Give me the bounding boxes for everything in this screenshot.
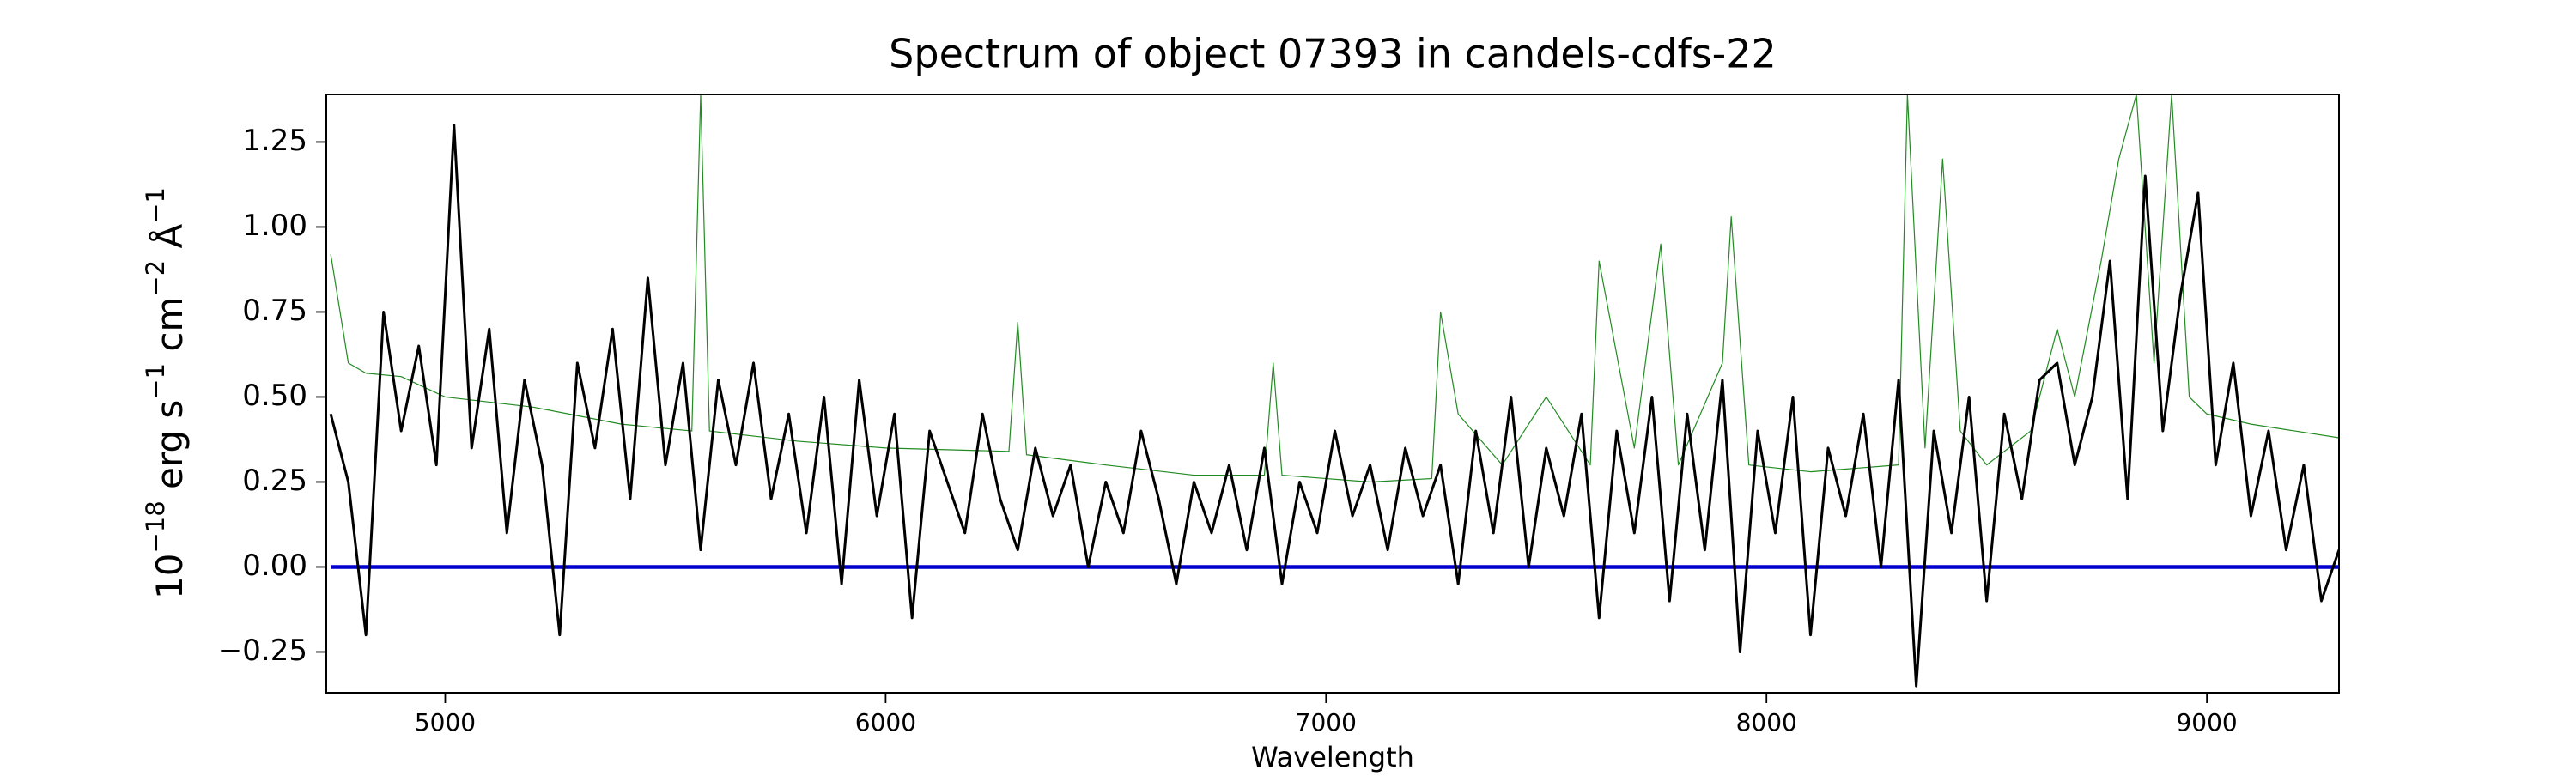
- y-tick-label: −0.25: [218, 634, 307, 668]
- x-tick-label: 7000: [1296, 708, 1357, 737]
- plot-area: [329, 94, 2339, 688]
- x-tick-label: 5000: [415, 708, 476, 737]
- y-tick-label: 1.25: [242, 124, 307, 158]
- x-tick-label: 6000: [855, 708, 916, 737]
- chart-title: Spectrum of object 07393 in candels-cdfs…: [889, 31, 1777, 77]
- y-tick-label: 0.75: [242, 294, 307, 328]
- y-tick-label: 0.50: [242, 379, 307, 413]
- plot-frame: [325, 94, 2340, 694]
- spectrum-line: [329, 124, 2339, 688]
- y-axis-label-part: −1: [141, 187, 170, 224]
- y-tick-label: 0.00: [242, 549, 307, 583]
- y-tick-label: 0.25: [242, 464, 307, 498]
- y-axis-label-part: −18: [141, 500, 170, 553]
- y-axis-label-part: 10: [149, 554, 191, 599]
- x-axis-label: Wavelength: [1251, 741, 1414, 773]
- x-tick-label: 8000: [1736, 708, 1797, 737]
- y-axis-label-part: cm: [149, 297, 191, 363]
- y-axis-label-part: −2: [141, 260, 170, 297]
- y-axis-label-part: erg s: [149, 400, 191, 501]
- x-tick-label: 9000: [2176, 708, 2237, 737]
- y-axis-label: 10−18 erg s−1 cm−2 Å−1: [141, 187, 191, 599]
- y-tick-label: 1.00: [242, 209, 307, 243]
- y-axis-label-part: Å: [148, 224, 191, 260]
- spectrum-line: [330, 94, 2339, 483]
- y-axis-label-part: −1: [141, 363, 170, 400]
